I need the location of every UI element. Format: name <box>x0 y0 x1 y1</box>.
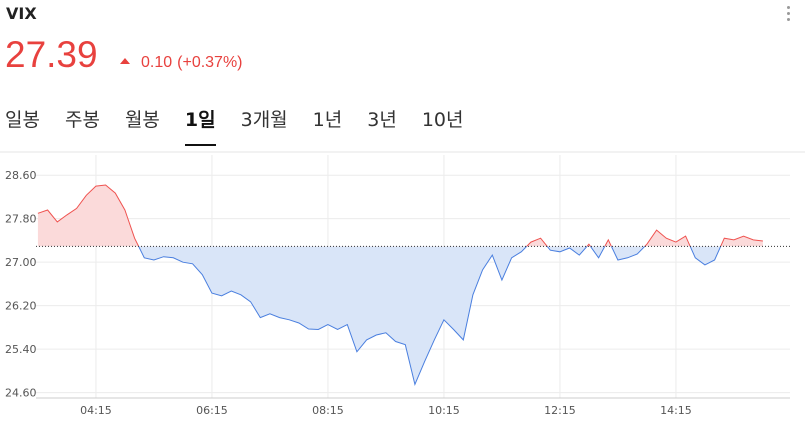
area-up <box>37 185 763 247</box>
title: VIX <box>6 4 37 23</box>
area-down <box>138 246 721 385</box>
x-tick-label: 14:15 <box>660 404 692 417</box>
menu-button[interactable] <box>787 6 791 24</box>
tab[interactable]: 일봉 <box>5 109 40 131</box>
y-tick-label: 25.40 <box>5 343 37 356</box>
x-tick-label: 08:15 <box>312 404 344 417</box>
y-tick-label: 24.60 <box>5 387 37 400</box>
tab[interactable]: 3개월 <box>240 109 288 131</box>
up-icon <box>120 58 130 64</box>
tab[interactable]: 1년 <box>312 109 343 131</box>
price: 27.39 <box>5 34 98 75</box>
change: 0.10 (+0.37%) <box>141 54 248 72</box>
x-tick-label: 10:15 <box>428 404 460 417</box>
change-percent: (+0.37%) <box>177 54 243 71</box>
tab-bar: 일봉 주봉 월봉 1일 3개월 1년 3년 10년 <box>5 105 489 146</box>
tab[interactable]: 10년 <box>421 109 464 131</box>
change-value: 0.10 <box>141 54 173 71</box>
tab[interactable]: 주봉 <box>64 109 100 131</box>
x-tick-label: 06:15 <box>196 404 228 417</box>
tab[interactable]: 1일 <box>184 105 216 146</box>
y-tick-label: 26.20 <box>5 300 37 313</box>
x-tick-label: 04:15 <box>80 404 112 417</box>
x-tick-label: 12:15 <box>544 404 576 417</box>
y-tick-label: 27.80 <box>5 213 37 226</box>
tab[interactable]: 3년 <box>367 109 397 131</box>
tab[interactable]: 월봉 <box>124 109 160 131</box>
price-line-down <box>138 246 722 386</box>
y-tick-label: 28.60 <box>5 169 37 182</box>
y-tick-label: 27.00 <box>5 256 37 269</box>
